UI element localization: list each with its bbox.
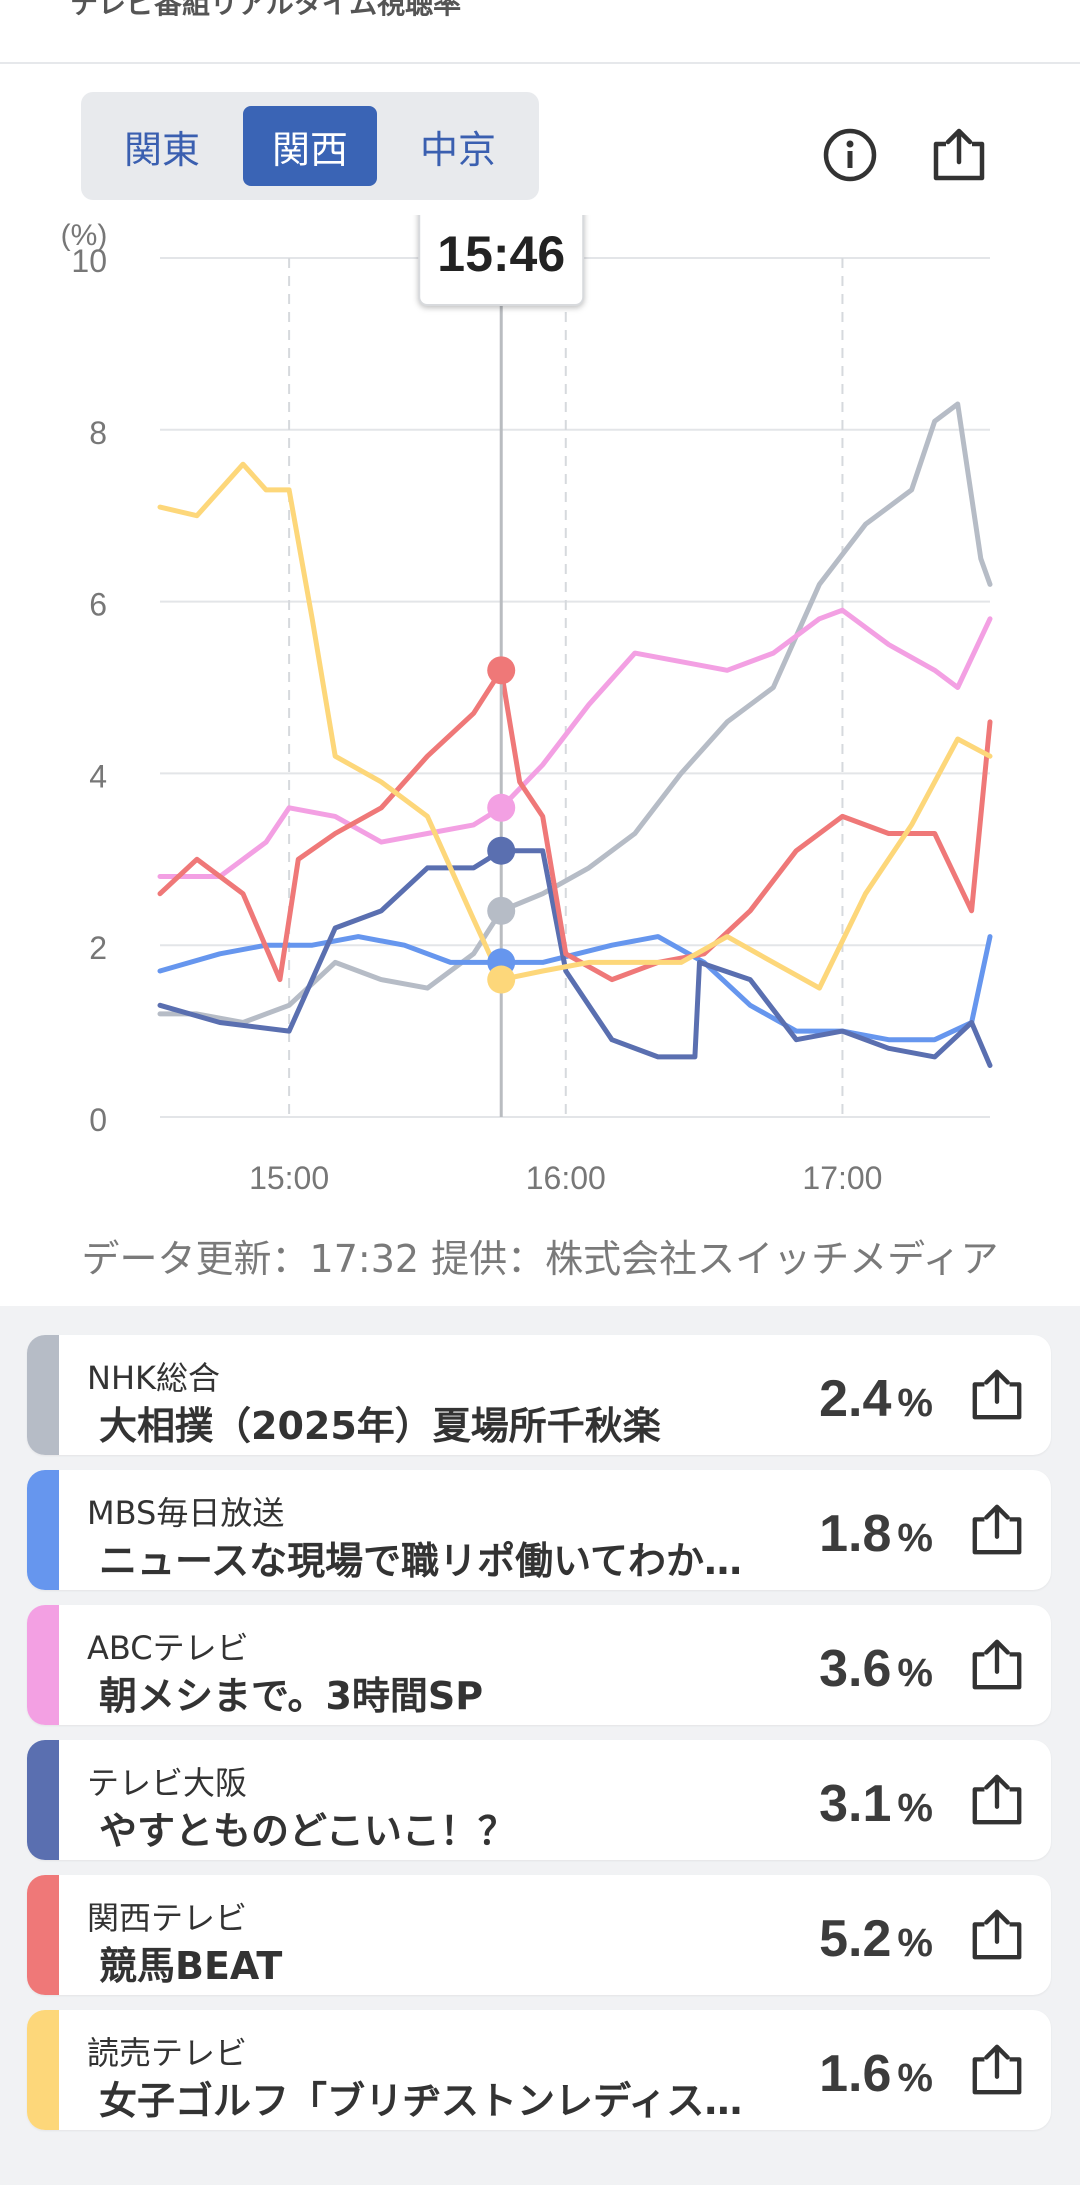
region-selector: 関東 関西 中京 bbox=[81, 92, 539, 200]
channel-name: 読売テレビ bbox=[87, 2034, 248, 2072]
program-title: 朝メシまで。3時間SP bbox=[99, 1674, 484, 1718]
share-button[interactable] bbox=[969, 1637, 1025, 1693]
rating-number: 3.6 bbox=[819, 1640, 892, 1698]
cursor-point bbox=[487, 656, 516, 685]
channel-card[interactable]: テレビ大阪やすとものどこいこ！？ 3.1% bbox=[27, 1740, 1051, 1860]
channel-name: ABCテレビ bbox=[87, 1629, 249, 1667]
rating-unit: % bbox=[897, 2056, 933, 2100]
channel-name: MBS毎日放送 bbox=[87, 1494, 285, 1532]
rating-number: 3.1 bbox=[819, 1775, 892, 1833]
channel-card[interactable]: MBS毎日放送ニュースな現場で職リポ働いてわか… 1.8% bbox=[27, 1470, 1051, 1590]
program-title: 大相撲（2025年）夏場所千秋楽 bbox=[99, 1404, 661, 1448]
channel-color-bar bbox=[27, 1605, 59, 1725]
program-title: やすとものどこいこ！？ bbox=[99, 1809, 516, 1853]
share-icon bbox=[972, 2044, 1022, 2095]
share-button[interactable] bbox=[969, 2042, 1025, 2098]
share-button[interactable] bbox=[969, 1502, 1025, 1558]
region-tab-kanto[interactable]: 関東 bbox=[123, 127, 200, 172]
rating-number: 1.8 bbox=[819, 1505, 892, 1563]
ratings-chart[interactable]: 0 2 4 6 8 10(%) 15:00 16:00 17:00 15:46 bbox=[0, 215, 1080, 1220]
y-tick-label: 6 bbox=[89, 587, 107, 623]
y-tick-label: 0 bbox=[89, 1102, 107, 1138]
share-icon bbox=[933, 128, 985, 181]
rating-value: 3.6% bbox=[819, 1639, 933, 1699]
info-icon bbox=[823, 128, 877, 182]
channel-card[interactable]: 読売テレビ女子ゴルフ「ブリヂストンレディス… 1.6% bbox=[27, 2010, 1051, 2130]
channel-name: テレビ大阪 bbox=[87, 1764, 248, 1802]
x-tick-label: 16:00 bbox=[526, 1160, 606, 1196]
tooltip-time: 15:46 bbox=[437, 226, 565, 282]
rating-unit: % bbox=[897, 1381, 933, 1425]
cursor-point bbox=[487, 896, 516, 925]
cursor-point bbox=[487, 965, 516, 994]
x-tick-label: 17:00 bbox=[802, 1160, 882, 1196]
cursor-point bbox=[487, 836, 516, 865]
series-line bbox=[157, 461, 993, 991]
rating-value: 1.8% bbox=[819, 1504, 933, 1564]
rating-value: 2.4% bbox=[819, 1369, 933, 1429]
share-button[interactable] bbox=[969, 1907, 1025, 1963]
channel-color-bar bbox=[27, 1470, 59, 1590]
share-icon bbox=[972, 1504, 1022, 1555]
program-title: 女子ゴルフ「ブリヂストンレディス… bbox=[99, 2079, 743, 2123]
series-line bbox=[157, 934, 993, 1043]
series-line bbox=[157, 607, 993, 879]
rating-unit: % bbox=[897, 1516, 933, 1560]
rating-value: 5.2% bbox=[819, 1909, 933, 1969]
data-update-text: データ更新：17:32 提供：株式会社スイッチメディア bbox=[81, 1237, 999, 1281]
rating-value: 1.6% bbox=[819, 2044, 933, 2104]
tooltip-box bbox=[418, 215, 585, 306]
y-tick-label: 8 bbox=[89, 415, 107, 451]
y-tick-label: 4 bbox=[89, 758, 107, 794]
rating-number: 1.6 bbox=[819, 2045, 892, 2103]
share-button[interactable] bbox=[969, 1367, 1025, 1423]
time-tooltip: 15:46 bbox=[418, 215, 585, 306]
share-icon bbox=[972, 1639, 1022, 1690]
y-tick-label: 2 bbox=[89, 930, 107, 966]
share-icon bbox=[972, 1909, 1022, 1960]
series-line bbox=[157, 667, 993, 983]
channel-name: NHK総合 bbox=[87, 1359, 220, 1397]
series-line bbox=[157, 401, 993, 1025]
y-tick-label: 10 bbox=[71, 243, 107, 279]
program-title: ニュースな現場で職リポ働いてわか… bbox=[99, 1539, 742, 1583]
rating-unit: % bbox=[897, 1921, 933, 1965]
rating-number: 5.2 bbox=[819, 1910, 892, 1968]
region-tab-chukyo[interactable]: 中京 bbox=[419, 127, 496, 172]
channel-color-bar bbox=[27, 1740, 59, 1860]
channel-name: 関西テレビ bbox=[87, 1899, 248, 1937]
region-tab-kansai[interactable]: 関西 bbox=[243, 106, 377, 186]
rating-value: 3.1% bbox=[819, 1774, 933, 1834]
rating-number: 2.4 bbox=[819, 1370, 892, 1428]
program-title: 競馬BEAT bbox=[99, 1944, 283, 1988]
cursor-point bbox=[487, 793, 516, 822]
channel-card[interactable]: NHK総合大相撲（2025年）夏場所千秋楽 2.4% bbox=[27, 1335, 1051, 1455]
app-title: テレビ番組リアルタイム視聴率 bbox=[70, 0, 462, 20]
info-button[interactable] bbox=[815, 120, 885, 190]
channel-color-bar bbox=[27, 1335, 59, 1455]
share-button[interactable] bbox=[924, 120, 994, 190]
channel-color-bar bbox=[27, 1875, 59, 1995]
x-tick-label: 15:00 bbox=[249, 1160, 329, 1196]
y-axis-label: (%) bbox=[61, 219, 108, 252]
series-line bbox=[157, 848, 993, 1068]
share-button[interactable] bbox=[969, 1772, 1025, 1828]
channel-card[interactable]: ABCテレビ朝メシまで。3時間SP 3.6% bbox=[27, 1605, 1051, 1725]
rating-unit: % bbox=[897, 1651, 933, 1695]
channel-card[interactable]: 関西テレビ競馬BEAT 5.2% bbox=[27, 1875, 1051, 1995]
share-icon bbox=[972, 1369, 1022, 1420]
channel-color-bar bbox=[27, 2010, 59, 2130]
rating-unit: % bbox=[897, 1786, 933, 1830]
app-header: テレビ番組リアルタイム視聴率 bbox=[0, 0, 1080, 64]
share-icon bbox=[972, 1774, 1022, 1825]
